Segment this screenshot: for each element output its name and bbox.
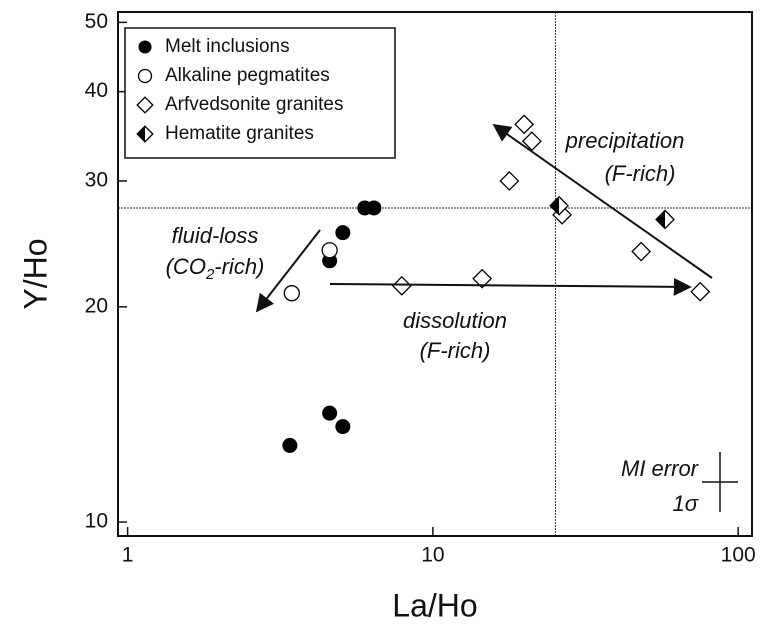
plot-frame bbox=[117, 11, 753, 537]
marker-shape bbox=[283, 285, 300, 302]
marker-open-diamond bbox=[521, 131, 542, 152]
y-tick-label: 40 bbox=[85, 79, 108, 102]
marker-open-circle bbox=[321, 242, 338, 259]
annotation: (CO2-rich) bbox=[166, 254, 265, 283]
marker-half-diamond bbox=[136, 125, 154, 143]
marker-half-diamond bbox=[549, 195, 569, 216]
annotation: dissolution bbox=[403, 308, 507, 333]
marker-shape bbox=[322, 405, 338, 421]
x-tick-label: 100 bbox=[721, 544, 756, 567]
marker-shape bbox=[656, 210, 666, 229]
marker-shape bbox=[335, 419, 351, 435]
marker-shape bbox=[631, 241, 652, 262]
arrow bbox=[255, 229, 321, 313]
marker-shape bbox=[690, 281, 711, 302]
annotation: precipitation bbox=[565, 128, 685, 153]
annotation: (F-rich) bbox=[605, 161, 676, 186]
annotation: fluid-loss bbox=[172, 223, 259, 248]
marker-shape bbox=[137, 126, 145, 142]
marker-shape bbox=[499, 171, 520, 191]
marker-shape bbox=[137, 68, 153, 84]
legend-label: Arfvedsonite granites bbox=[165, 94, 344, 115]
marker-shape bbox=[136, 96, 154, 114]
y-axis-label: Y/Ho bbox=[17, 238, 53, 309]
marker-filled-circle bbox=[282, 437, 298, 453]
annotation-subscript: 2 bbox=[205, 266, 215, 283]
marker-open-diamond bbox=[472, 268, 493, 289]
legend-label: Hematite granites bbox=[165, 123, 314, 144]
y-tick-label: 20 bbox=[85, 294, 108, 317]
annotation-part: (CO bbox=[166, 254, 206, 279]
marker-shape bbox=[138, 40, 152, 54]
x-tick-label: 1 bbox=[122, 544, 134, 567]
marker-open-diamond bbox=[391, 275, 412, 296]
annotation: 1σ bbox=[672, 491, 698, 516]
y-tick-label: 50 bbox=[85, 10, 108, 33]
arrow bbox=[329, 277, 692, 296]
marker-shape bbox=[335, 225, 351, 241]
marker-filled-circle bbox=[335, 419, 351, 435]
x-axis-label: La/Ho bbox=[392, 587, 477, 623]
marker-shape bbox=[366, 200, 382, 216]
marker-open-diamond bbox=[514, 114, 535, 135]
annotation: (F-rich) bbox=[420, 338, 491, 363]
marker-shape bbox=[521, 131, 542, 152]
marker-open-circle bbox=[283, 285, 300, 302]
legend-label: Melt inclusions bbox=[165, 36, 290, 57]
legend-label: Alkaline pegmatites bbox=[165, 65, 330, 86]
marker-shape bbox=[514, 114, 535, 135]
x-tick-label: 10 bbox=[421, 544, 444, 567]
marker-half-diamond bbox=[655, 209, 675, 230]
marker-open-diamond bbox=[499, 171, 520, 191]
marker-shape bbox=[472, 268, 493, 289]
arrow bbox=[492, 123, 713, 279]
legend-box bbox=[124, 27, 396, 159]
marker-filled-circle bbox=[335, 225, 351, 241]
marker-open-diamond bbox=[631, 241, 652, 262]
arrows bbox=[255, 123, 738, 512]
marker-filled-circle bbox=[366, 200, 382, 216]
marker-open-diamond bbox=[136, 96, 154, 114]
annotation: MI error bbox=[621, 456, 700, 481]
y-tick-label: 10 bbox=[85, 510, 108, 533]
plot-area: 1 10 100 10 20 30 40 50 bbox=[85, 10, 756, 567]
marker-shape bbox=[391, 275, 412, 296]
marker-open-circle bbox=[137, 68, 153, 84]
y-tick-label: 30 bbox=[85, 169, 108, 192]
marker-shape bbox=[321, 242, 338, 259]
marker-shape bbox=[550, 196, 560, 215]
annotation-part: -rich) bbox=[214, 254, 264, 279]
marker-open-diamond bbox=[690, 281, 711, 302]
marker-shape bbox=[282, 437, 298, 453]
marker-filled-circle bbox=[138, 40, 152, 54]
marker-filled-circle bbox=[322, 405, 338, 421]
